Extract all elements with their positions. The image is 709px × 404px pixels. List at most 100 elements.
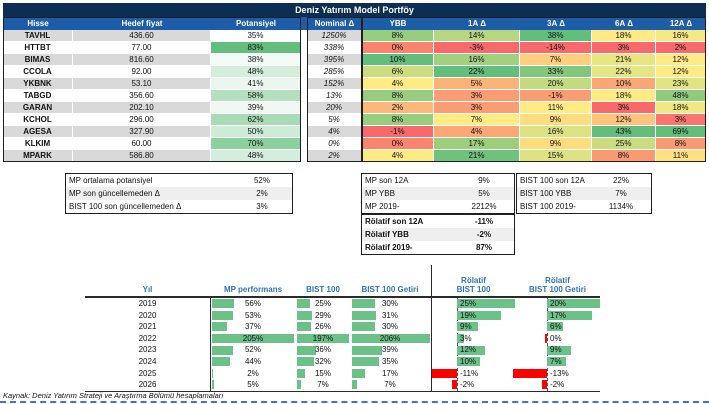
ticker-cell: TABGD	[3, 90, 73, 102]
rel-bist100-value: 12%	[460, 345, 477, 355]
rel-getiri-bar	[541, 380, 547, 390]
bist100-getiri-bar	[352, 368, 366, 378]
rel-bist100-bar	[457, 334, 464, 344]
potential-cell: 58%	[211, 90, 301, 102]
rel-getiri-bar	[544, 334, 547, 344]
column-header: 3A Δ	[520, 17, 592, 30]
rel-bist100-value: -11%	[460, 368, 479, 378]
performance-column-header: BIST 100	[296, 285, 350, 294]
bist100-bar	[297, 322, 311, 332]
heatmap-cell: 16%	[520, 126, 592, 138]
rel-bist100-bar	[457, 299, 515, 309]
heatmap-cell: 12%	[656, 54, 706, 66]
heatmap-cell: 7%	[520, 54, 592, 66]
performance-row: 2019 56% 25% 30% 25% 20%	[85, 298, 600, 310]
summary-mp-value: 2212%	[471, 202, 497, 211]
rel-getiri-bar	[547, 357, 566, 367]
target-price-cell: 436.60	[73, 30, 211, 42]
bist100-bar	[297, 368, 305, 378]
performance-row: 2022 205% 197% 206% 3% 0%	[85, 333, 600, 345]
mp-bar	[212, 334, 294, 344]
column-header: Hisse	[3, 17, 73, 30]
rel-getiri-value: 20%	[550, 299, 567, 308]
performance-column-header: BIST 100 Getiri	[350, 285, 430, 294]
heatmap-cell: 11%	[656, 150, 706, 162]
portfolio-table-header: Hisse Hedef fiyat Potansiyel Nominal Δ YBB 1A…	[3, 17, 706, 30]
heatmap-cell: 18%	[592, 30, 656, 42]
column-divider	[210, 298, 211, 391]
databar-axis	[547, 298, 548, 391]
ticker-cell: KLKIM	[3, 138, 73, 150]
nominal-delta-cell: 0%	[307, 138, 362, 150]
heatmap-cell: 22%	[592, 66, 656, 78]
rel-getiri-value: -13%	[550, 368, 569, 378]
rel-bist100-bar	[457, 345, 485, 355]
rel-getiri-bar	[547, 299, 600, 309]
target-price-cell: 77.00	[73, 42, 211, 54]
performance-table-body: 2019 56% 25% 30% 25% 20% 2020 53% 29% 31% 19% 17% 20…	[85, 296, 600, 392]
nominal-delta-cell: 20%	[307, 102, 362, 114]
heatmap-cell: 17%	[434, 138, 520, 150]
heatmap-cell: 3%	[656, 114, 706, 126]
potential-cell: 83%	[211, 42, 301, 54]
performance-column-header: Yıl	[85, 285, 210, 294]
column-gap	[301, 78, 307, 90]
potential-cell: 48%	[211, 66, 301, 78]
mp-value: 53%	[244, 310, 261, 320]
column-divider	[431, 298, 432, 391]
summary-relative-label: Rölatif 2019-	[365, 243, 413, 252]
heatmap-cell: 21%	[434, 150, 520, 162]
rel-getiri-value: 7%	[550, 356, 562, 366]
ticker-cell: HTTBT	[3, 42, 73, 54]
bist100-getiri-value: 30%	[381, 299, 398, 308]
heatmap-cell: 12%	[656, 66, 706, 78]
summary-relative-label: Rölatif YBB	[365, 230, 409, 239]
heatmap-cell: 25%	[592, 138, 656, 150]
heatmap-cell: 18%	[592, 90, 656, 102]
rel-getiri-value: 9%	[550, 345, 562, 355]
nominal-delta-cell: 152%	[307, 78, 362, 90]
heatmap-cell: 21%	[592, 54, 656, 66]
nominal-delta-cell: 13%	[307, 90, 362, 102]
target-price-cell: 202.10	[73, 102, 211, 114]
potential-cell: 70%	[211, 138, 301, 150]
heatmap-cell: 15%	[520, 150, 592, 162]
heatmap-cell: 16%	[434, 54, 520, 66]
ticker-cell: AGESA	[3, 126, 73, 138]
heatmap-cell: 20%	[520, 78, 592, 90]
bist100-value: 36%	[314, 345, 331, 355]
portfolio-table: Deniz Yatırım Model Portföy Hisse Hedef f…	[3, 3, 706, 162]
bist100-value: 32%	[314, 356, 331, 366]
summary-mp-row: MP son 12A 9%	[362, 174, 514, 187]
performance-column-header: Rölatif BIST 100 Getiri	[515, 276, 600, 294]
header-gap	[301, 17, 307, 30]
summary-bist-value: 1134%	[608, 202, 634, 211]
potential-cell: 50%	[211, 126, 301, 138]
summary-potential-label: MP son güncellemeden Δ	[69, 189, 161, 198]
summary-potential-row: BIST 100 son güncellemeden Δ 3%	[66, 200, 292, 213]
summary-mp-label: MP YBB	[365, 189, 395, 198]
year-cell: 2026	[138, 380, 157, 390]
heatmap-cell: 4%	[434, 126, 520, 138]
summary-potential-value: 52%	[253, 176, 270, 185]
summary-table-bist: BIST 100 son 12A 22% BIST 100 YBB 7% BIST 10…	[516, 173, 652, 214]
column-header: 12A Δ	[656, 17, 706, 30]
year-cell: 2021	[138, 322, 157, 332]
heatmap-cell: 2%	[362, 102, 434, 114]
nominal-delta-cell: 2%	[307, 150, 362, 162]
heatmap-cell: 9%	[520, 138, 592, 150]
bist100-value: 29%	[314, 310, 331, 320]
bist100-getiri-bar	[352, 380, 358, 390]
header-line2: BIST 100 Getiri	[529, 285, 586, 294]
rel-getiri-value: 0%	[550, 333, 562, 343]
rel-getiri-value: 17%	[550, 310, 567, 320]
heatmap-cell: 16%	[656, 30, 706, 42]
bist100-getiri-bar	[352, 322, 376, 332]
ticker-cell: TAVHL	[3, 30, 73, 42]
bist100-value: 26%	[314, 322, 331, 332]
heatmap-cell: 3%	[434, 90, 520, 102]
rel-bist100-value: 25%	[460, 299, 477, 308]
summary-potential-row: MP ortalama potansiyel 52%	[66, 174, 292, 187]
target-price-cell: 296.00	[73, 114, 211, 126]
summary-relative-row: Rölatif son 12A -11%	[362, 215, 514, 228]
